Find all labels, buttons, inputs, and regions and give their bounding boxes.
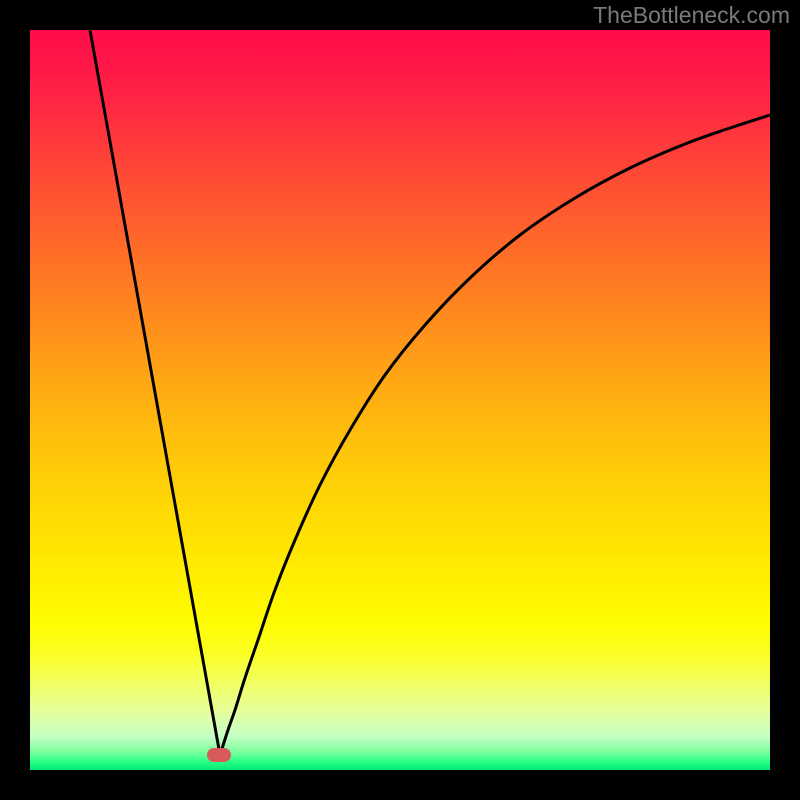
curve-layer <box>30 30 770 770</box>
chart-container: TheBottleneck.com <box>0 0 800 800</box>
watermark-text: TheBottleneck.com <box>593 2 790 29</box>
bottleneck-curve <box>90 30 770 755</box>
optimal-marker <box>207 748 231 762</box>
plot-area <box>30 30 770 770</box>
